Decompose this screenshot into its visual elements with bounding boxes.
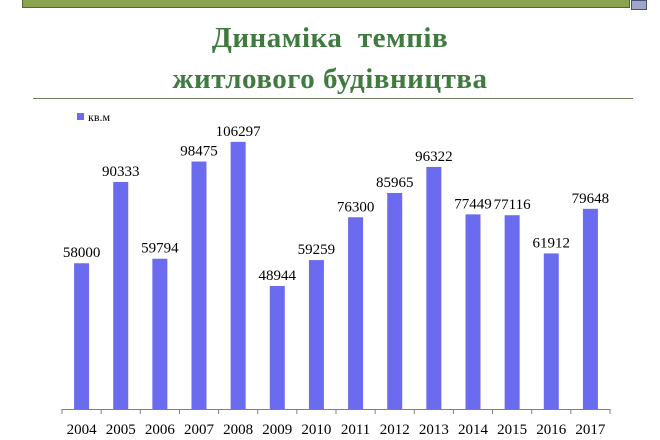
title-divider	[33, 98, 633, 99]
data-label: 106297	[216, 124, 262, 140]
x-tick-label: 2013	[419, 422, 449, 438]
top-decor-bar	[22, 0, 630, 8]
bar	[504, 215, 520, 409]
x-tick-label: 2015	[497, 422, 527, 438]
data-label: 96322	[415, 149, 453, 165]
bar	[582, 208, 598, 409]
x-tick-label: 2016	[536, 422, 567, 438]
bar	[308, 260, 324, 409]
x-tick-label: 2007	[184, 422, 215, 438]
x-tick-label: 2008	[223, 422, 253, 438]
bar	[465, 214, 481, 409]
data-label: 85965	[376, 175, 414, 191]
x-tick-label: 2011	[341, 422, 370, 438]
page-title: Динаміка темпів житлового будівництва	[0, 18, 660, 100]
bar	[543, 253, 559, 409]
data-label: 98475	[180, 144, 218, 160]
legend-label: кв.м	[88, 110, 110, 124]
data-label: 76300	[337, 199, 375, 215]
bar	[113, 181, 129, 409]
x-tick-label: 2005	[106, 422, 136, 438]
bar	[387, 192, 403, 409]
title-line-1: Динаміка темпів	[211, 22, 449, 54]
data-label: 48944	[259, 268, 297, 284]
bar	[230, 141, 246, 409]
data-label: 77116	[494, 197, 531, 213]
legend-swatch	[77, 113, 84, 120]
bar	[348, 217, 364, 409]
top-decor-box	[631, 0, 647, 10]
x-tick-label: 2010	[301, 422, 331, 438]
x-tick-label: 2012	[380, 422, 410, 438]
bar	[191, 161, 207, 409]
x-tick-label: 2014	[458, 422, 489, 438]
data-label: 90333	[102, 164, 140, 180]
x-tick-label: 2009	[262, 422, 292, 438]
x-tick-label: 2006	[145, 422, 176, 438]
bar	[269, 286, 285, 409]
bar	[426, 166, 442, 409]
data-label: 61912	[533, 235, 571, 251]
data-label: 79648	[572, 191, 610, 207]
data-label: 59794	[141, 241, 179, 257]
data-label: 77449	[454, 196, 492, 212]
data-label: 58000	[63, 245, 101, 261]
bar	[152, 258, 168, 409]
x-tick-label: 2017	[575, 422, 606, 438]
x-tick-label: 2004	[67, 422, 98, 438]
title-line-2: житлового будівництва	[172, 63, 488, 95]
data-label: 59259	[298, 242, 336, 258]
bar	[74, 263, 90, 409]
